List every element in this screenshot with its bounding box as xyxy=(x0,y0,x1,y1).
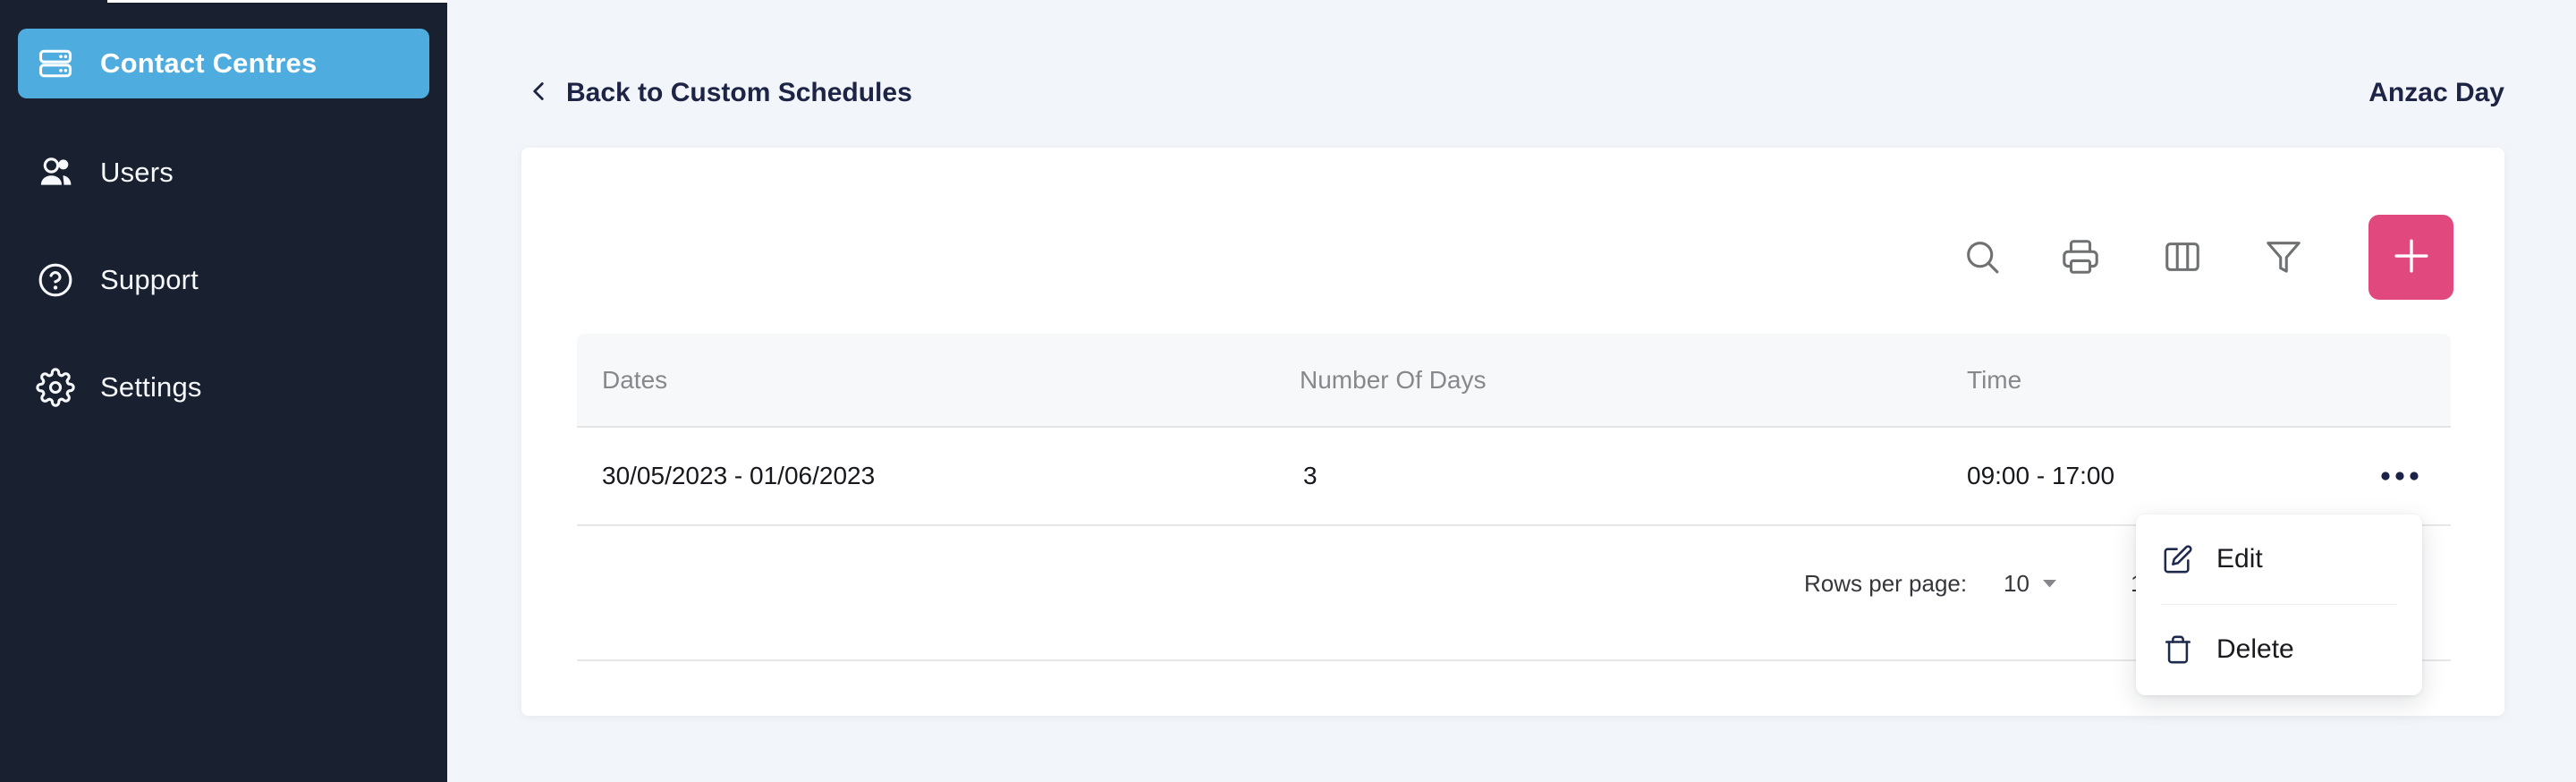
menu-item-edit-label: Edit xyxy=(2216,544,2263,574)
page-title: Anzac Day xyxy=(2368,78,2504,107)
print-button[interactable] xyxy=(2059,236,2102,279)
sidebar-item-support[interactable]: Support xyxy=(18,245,429,315)
trash-icon xyxy=(2163,634,2193,665)
sidebar: Contact Centres Users Sup xyxy=(0,0,447,782)
sidebar-item-label: Support xyxy=(100,264,199,295)
column-header-number-of-days: Number Of Days xyxy=(1300,366,1487,394)
cell-number-of-days: 3 xyxy=(1303,462,1318,489)
menu-item-delete-label: Delete xyxy=(2216,634,2294,664)
table-header-row: Dates Number Of Days Time xyxy=(577,334,2451,428)
pagination: Rows per page: 10 1 xyxy=(577,526,2451,661)
gear-icon xyxy=(36,368,75,407)
server-stack-icon xyxy=(36,44,75,83)
filter-button[interactable] xyxy=(2262,236,2305,279)
sidebar-item-users[interactable]: Users xyxy=(18,138,429,208)
column-header-dates: Dates xyxy=(602,366,668,394)
sidebar-item-contact-centres[interactable]: Contact Centres xyxy=(18,29,429,98)
sidebar-item-label: Users xyxy=(100,157,174,188)
context-menu: Edit Delete xyxy=(2136,514,2422,695)
search-icon xyxy=(1962,236,2003,280)
menu-item-delete[interactable]: Delete xyxy=(2136,605,2422,694)
caret-down-icon xyxy=(2042,579,2057,588)
menu-divider xyxy=(2161,604,2397,605)
add-button[interactable] xyxy=(2368,215,2453,300)
rows-per-page-select[interactable]: 10 xyxy=(2004,526,2057,641)
back-label: Back to Custom Schedules xyxy=(566,78,912,107)
table-row: 30/05/2023 - 01/06/2023 3 09:00 - 17:00 xyxy=(577,428,2451,526)
row-actions-button[interactable] xyxy=(2373,455,2427,497)
edit-icon xyxy=(2163,544,2193,574)
printer-icon xyxy=(2060,236,2101,280)
columns-icon xyxy=(2162,236,2203,280)
sidebar-item-settings[interactable]: Settings xyxy=(18,353,429,422)
users-icon xyxy=(36,153,75,192)
cell-time: 09:00 - 17:00 xyxy=(1967,462,2115,489)
help-circle-icon xyxy=(36,260,75,300)
column-header-time: Time xyxy=(1967,366,2022,394)
sidebar-item-label: Contact Centres xyxy=(100,47,318,79)
search-button[interactable] xyxy=(1961,236,2004,279)
columns-button[interactable] xyxy=(2161,236,2204,279)
rows-per-page-label: Rows per page: xyxy=(1804,569,1968,597)
sidebar-item-label: Settings xyxy=(100,371,202,403)
top-notch xyxy=(107,0,447,3)
ellipsis-icon xyxy=(2381,470,2419,483)
cell-dates: 30/05/2023 - 01/06/2023 xyxy=(602,462,876,489)
back-button[interactable]: Back to Custom Schedules xyxy=(523,74,912,112)
plus-icon xyxy=(2387,232,2436,283)
chevron-left-icon xyxy=(523,76,554,111)
filter-icon xyxy=(2263,236,2304,280)
menu-item-edit[interactable]: Edit xyxy=(2136,514,2422,604)
rows-per-page-value: 10 xyxy=(2004,569,2029,597)
